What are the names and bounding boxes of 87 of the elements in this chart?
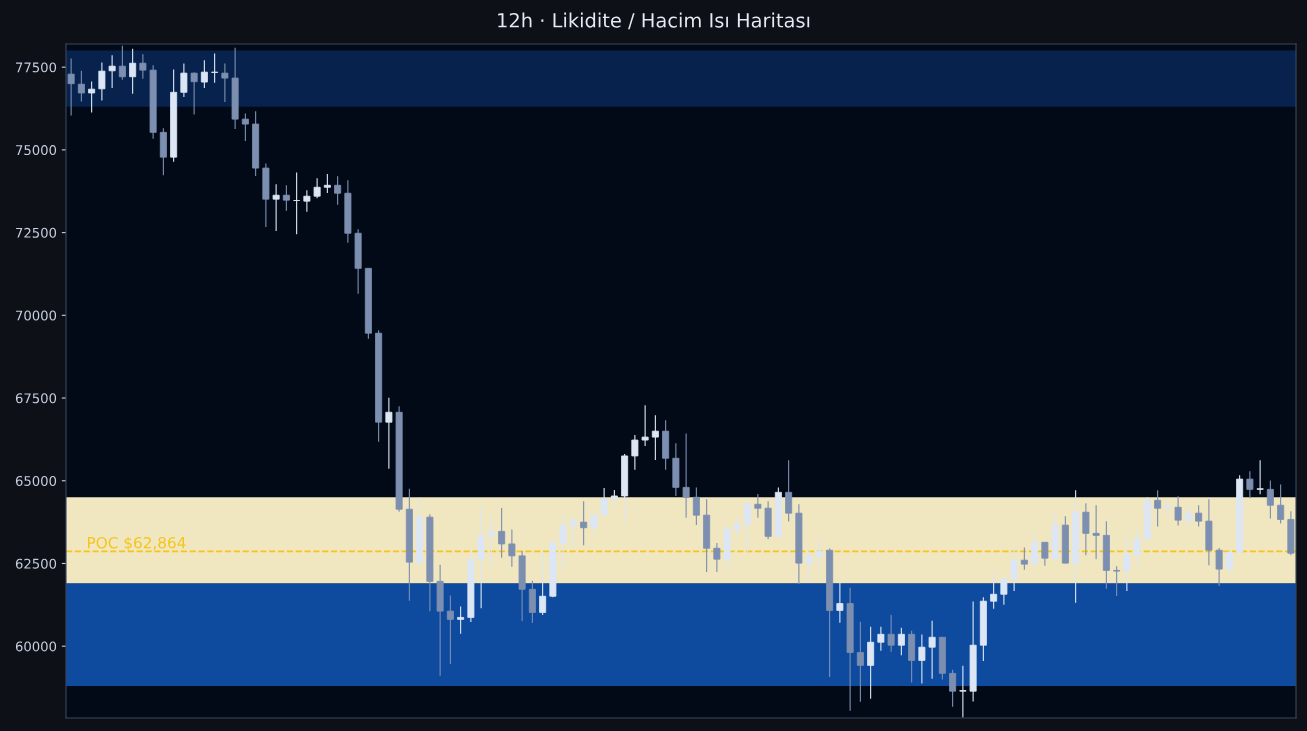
candlestick bbox=[580, 500, 588, 546]
candlestick bbox=[1010, 546, 1018, 592]
candlestick bbox=[385, 397, 393, 470]
candlestick bbox=[1174, 495, 1182, 526]
candlestick bbox=[334, 175, 342, 206]
candlestick bbox=[590, 514, 598, 535]
candlestick bbox=[539, 551, 547, 616]
candlestick bbox=[1020, 547, 1028, 571]
candlestick bbox=[1195, 504, 1203, 527]
candlestick bbox=[1225, 551, 1233, 573]
candlestick bbox=[887, 614, 895, 653]
candlestick bbox=[1133, 528, 1141, 567]
candlestick bbox=[836, 580, 844, 624]
candlestick bbox=[241, 112, 249, 142]
candlestick bbox=[754, 493, 762, 519]
candlestick bbox=[569, 514, 577, 550]
candlestick bbox=[477, 504, 485, 609]
candlestick bbox=[733, 515, 741, 538]
candlestick bbox=[713, 542, 721, 573]
candlestick bbox=[600, 487, 608, 518]
y-tick-label: 72500 bbox=[16, 227, 57, 238]
candlestick bbox=[692, 486, 700, 526]
candlestick bbox=[1000, 575, 1008, 606]
y-tick-label: 65000 bbox=[15, 475, 57, 486]
candlestick bbox=[487, 517, 495, 568]
candlestick bbox=[108, 54, 116, 89]
candlestick bbox=[98, 61, 106, 102]
candlestick bbox=[221, 62, 229, 103]
chart-title: 12h · Likidite / Hacim Isı Haritası bbox=[498, 12, 810, 30]
candlestick bbox=[498, 507, 506, 559]
candlestick bbox=[508, 528, 516, 568]
candlestick bbox=[1277, 483, 1285, 524]
candlestick bbox=[303, 189, 311, 213]
candlestick bbox=[815, 538, 823, 572]
candlestick bbox=[897, 627, 905, 656]
candlestick bbox=[651, 414, 659, 461]
candlestick bbox=[1041, 541, 1049, 567]
candlestick bbox=[744, 499, 752, 553]
candlestick bbox=[1031, 531, 1039, 565]
candlestick bbox=[272, 183, 280, 232]
candlestick bbox=[1256, 459, 1264, 495]
candlestick bbox=[856, 621, 864, 703]
candlestick bbox=[918, 634, 926, 685]
candlestick bbox=[139, 53, 147, 80]
candlestick bbox=[1092, 504, 1100, 560]
candlestick bbox=[1123, 535, 1131, 592]
candlestick bbox=[77, 70, 85, 103]
candlestick bbox=[959, 665, 967, 718]
candlestick bbox=[323, 173, 331, 194]
candlestick bbox=[1246, 470, 1254, 499]
y-tick-label: 67500 bbox=[15, 393, 57, 404]
candlestick bbox=[118, 45, 126, 81]
y-tick-label: 77500 bbox=[16, 62, 57, 73]
candlestick bbox=[682, 432, 690, 519]
candlestick bbox=[180, 62, 188, 98]
candlestick bbox=[1154, 489, 1162, 527]
candlestick bbox=[282, 184, 290, 212]
ref-line-label: POC $62,864 bbox=[88, 536, 186, 551]
candlestick bbox=[990, 572, 998, 610]
candlestick bbox=[928, 620, 936, 680]
candlestick bbox=[1215, 547, 1223, 587]
candlestick bbox=[641, 404, 649, 447]
candlestick bbox=[1266, 479, 1274, 520]
y-tick-label: 62500 bbox=[15, 558, 57, 569]
y-tick-label: 75000 bbox=[16, 145, 57, 156]
candlestick bbox=[559, 514, 567, 570]
candlestick bbox=[88, 80, 96, 114]
candlestick bbox=[457, 605, 465, 635]
candlestick bbox=[190, 71, 198, 116]
candlestick bbox=[211, 53, 219, 84]
candlestick bbox=[949, 669, 957, 708]
candlestick bbox=[877, 626, 885, 652]
candlestick bbox=[1113, 565, 1121, 597]
candlestick bbox=[1184, 504, 1192, 527]
candlestick bbox=[1164, 502, 1172, 516]
candlestick bbox=[129, 48, 137, 95]
y-tick-label: 70000 bbox=[16, 310, 57, 321]
candlestick bbox=[785, 459, 793, 523]
candlestick bbox=[313, 177, 321, 199]
candlestick bbox=[446, 595, 454, 665]
candlestick bbox=[867, 626, 875, 700]
candlestick bbox=[1082, 502, 1090, 556]
candlestick bbox=[200, 59, 208, 89]
candlestick bbox=[528, 580, 536, 624]
candlestick bbox=[631, 434, 639, 471]
candlestick bbox=[805, 549, 813, 583]
y-tick-label: 60000 bbox=[15, 641, 57, 652]
